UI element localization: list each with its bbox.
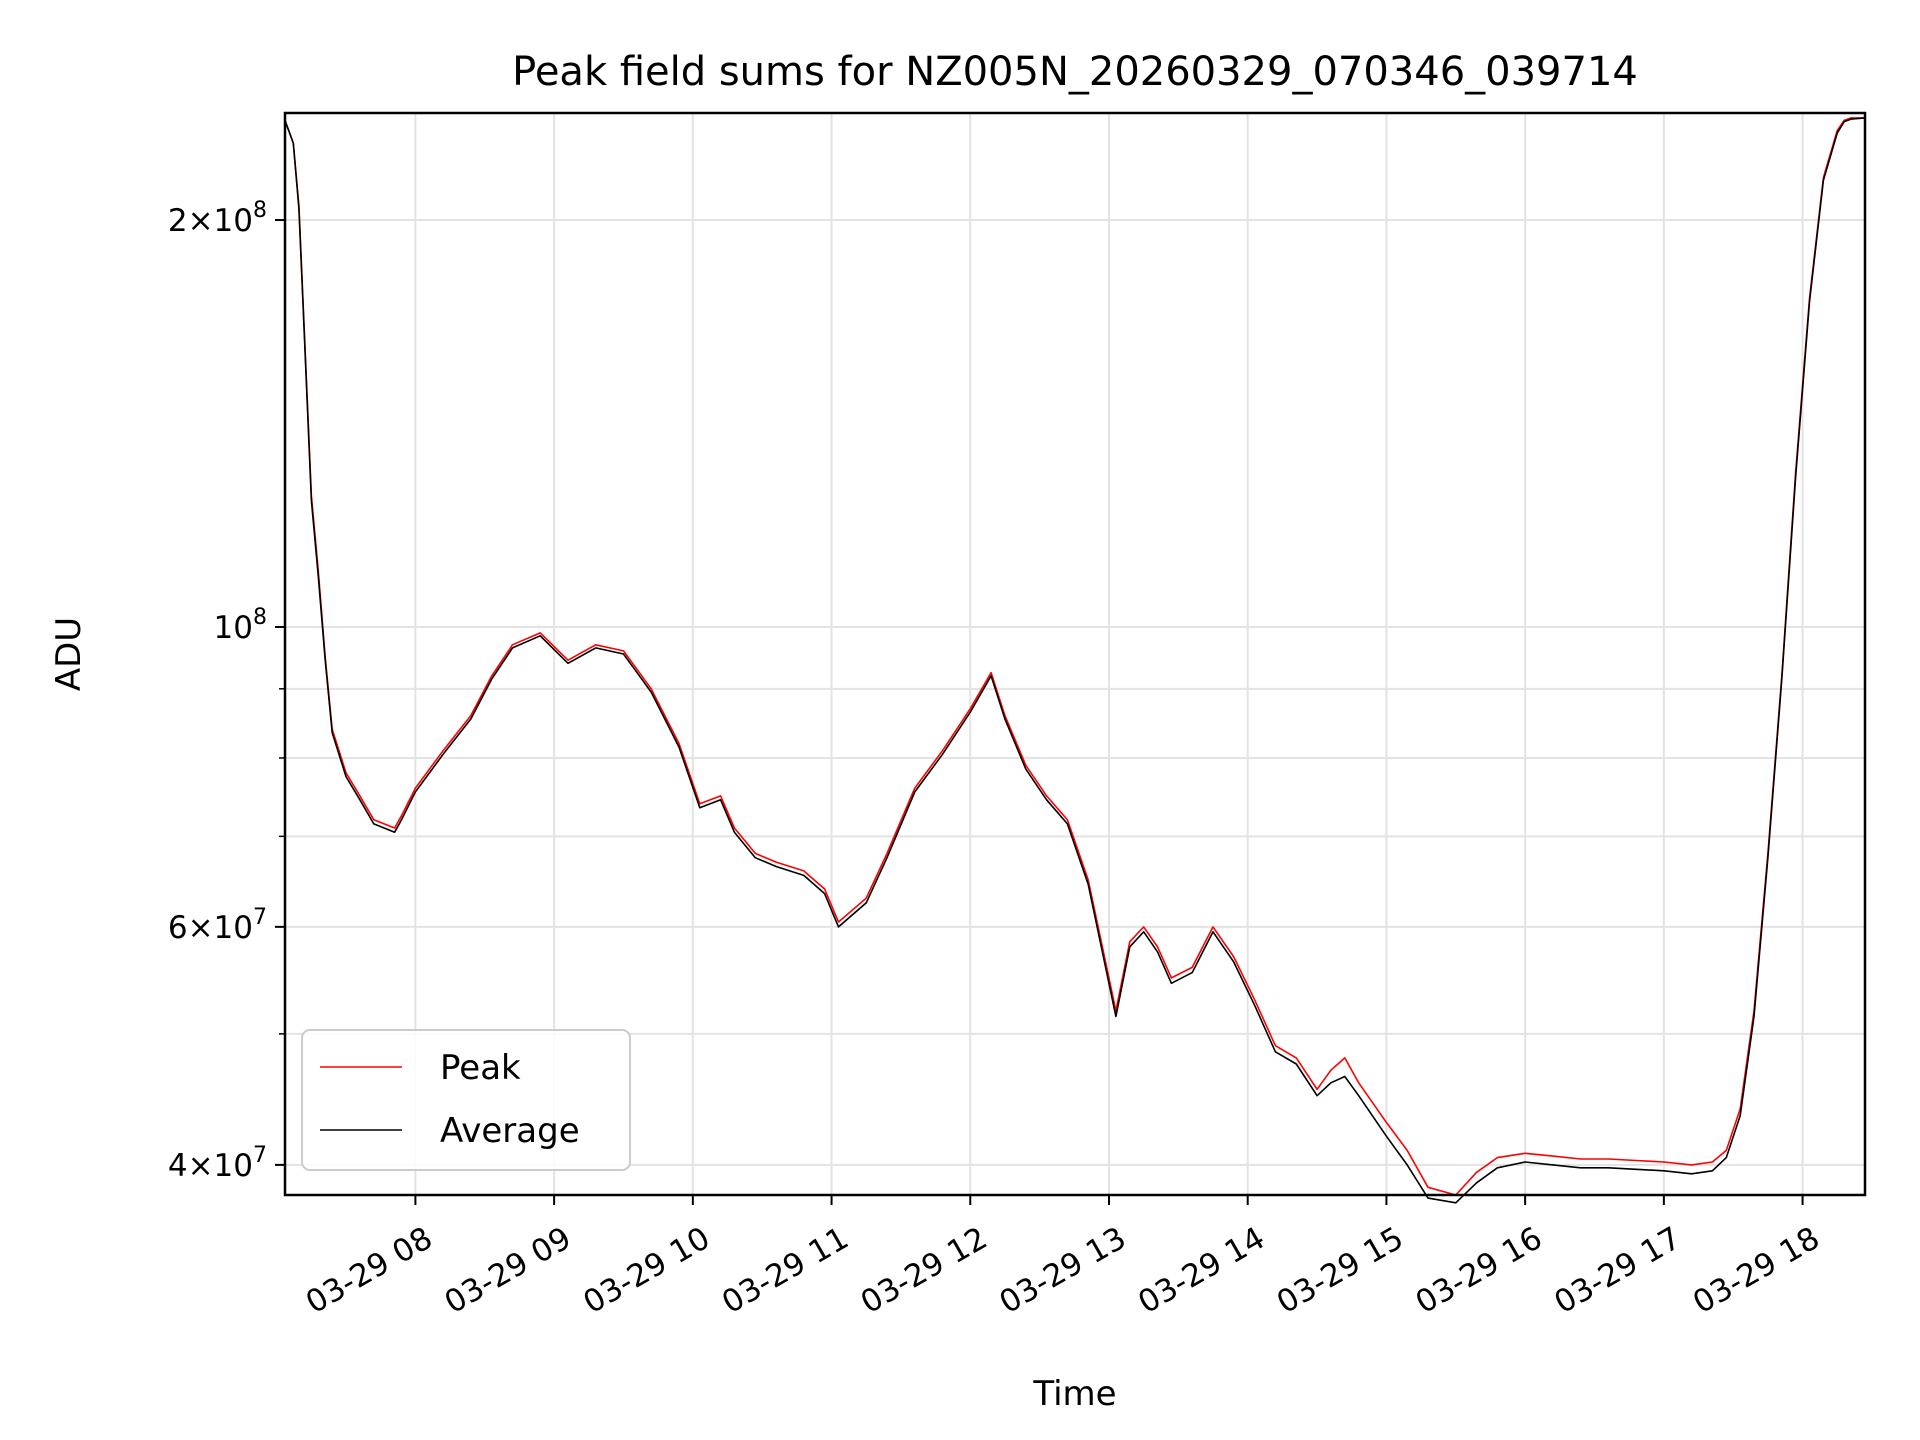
y-tick-mantissa: 2 — [168, 203, 188, 239]
plot-area-frame — [283, 111, 1867, 1197]
x-tick-label: 03-29 10 — [577, 1220, 716, 1321]
legend: Peak Average — [301, 1029, 631, 1171]
y-tick-exponent: 8 — [253, 198, 267, 223]
x-tick-label: 03-29 18 — [1687, 1220, 1826, 1321]
legend-label-peak: Peak — [440, 1048, 521, 1088]
series-line-peak — [284, 117, 1865, 1196]
y-tick-times-sign: ×10 — [188, 203, 253, 239]
y-axis-label: ADU — [49, 617, 89, 691]
series-line-average — [284, 117, 1866, 1204]
x-tick-label: 03-29 14 — [1132, 1220, 1271, 1321]
y-tick-base: 10 — [214, 610, 253, 646]
y-tick-label: 2×108 — [168, 198, 267, 239]
y-tick-mantissa: 4 — [168, 1148, 188, 1184]
x-tick-label: 03-29 17 — [1548, 1220, 1687, 1321]
y-tick-label: 6×107 — [168, 905, 267, 946]
x-axis-label: Time — [1032, 1374, 1116, 1414]
legend-box — [301, 1029, 631, 1171]
x-tick-label: 03-29 15 — [1271, 1220, 1410, 1321]
x-tick-label: 03-29 13 — [993, 1220, 1132, 1321]
legend-label-average: Average — [440, 1111, 580, 1151]
y-tick-label: 108 — [214, 605, 267, 646]
y-tick-label: 4×107 — [168, 1143, 267, 1184]
chart-title: Peak field sums for NZ005N_20260329_0703… — [512, 49, 1638, 95]
x-tick-label: 03-29 16 — [1410, 1220, 1549, 1321]
y-tick-exponent: 8 — [253, 605, 267, 630]
x-tick-label: 03-29 12 — [855, 1220, 994, 1321]
x-tick-label: 03-29 08 — [300, 1220, 439, 1321]
data-series — [284, 117, 1866, 1204]
y-tick-times-sign: ×10 — [188, 1148, 253, 1184]
y-tick-exponent: 7 — [253, 905, 267, 930]
y-tick-times-sign: ×10 — [188, 910, 253, 946]
y-tick-mantissa: 6 — [168, 910, 188, 946]
y-tick-exponent: 7 — [253, 1143, 267, 1168]
x-tick-label: 03-29 11 — [716, 1220, 855, 1321]
x-tick-label: 03-29 09 — [439, 1220, 578, 1321]
x-axis-ticks: 03-29 08 03-29 09 03-29 10 03-29 11 03-29 12… — [300, 1195, 1826, 1321]
